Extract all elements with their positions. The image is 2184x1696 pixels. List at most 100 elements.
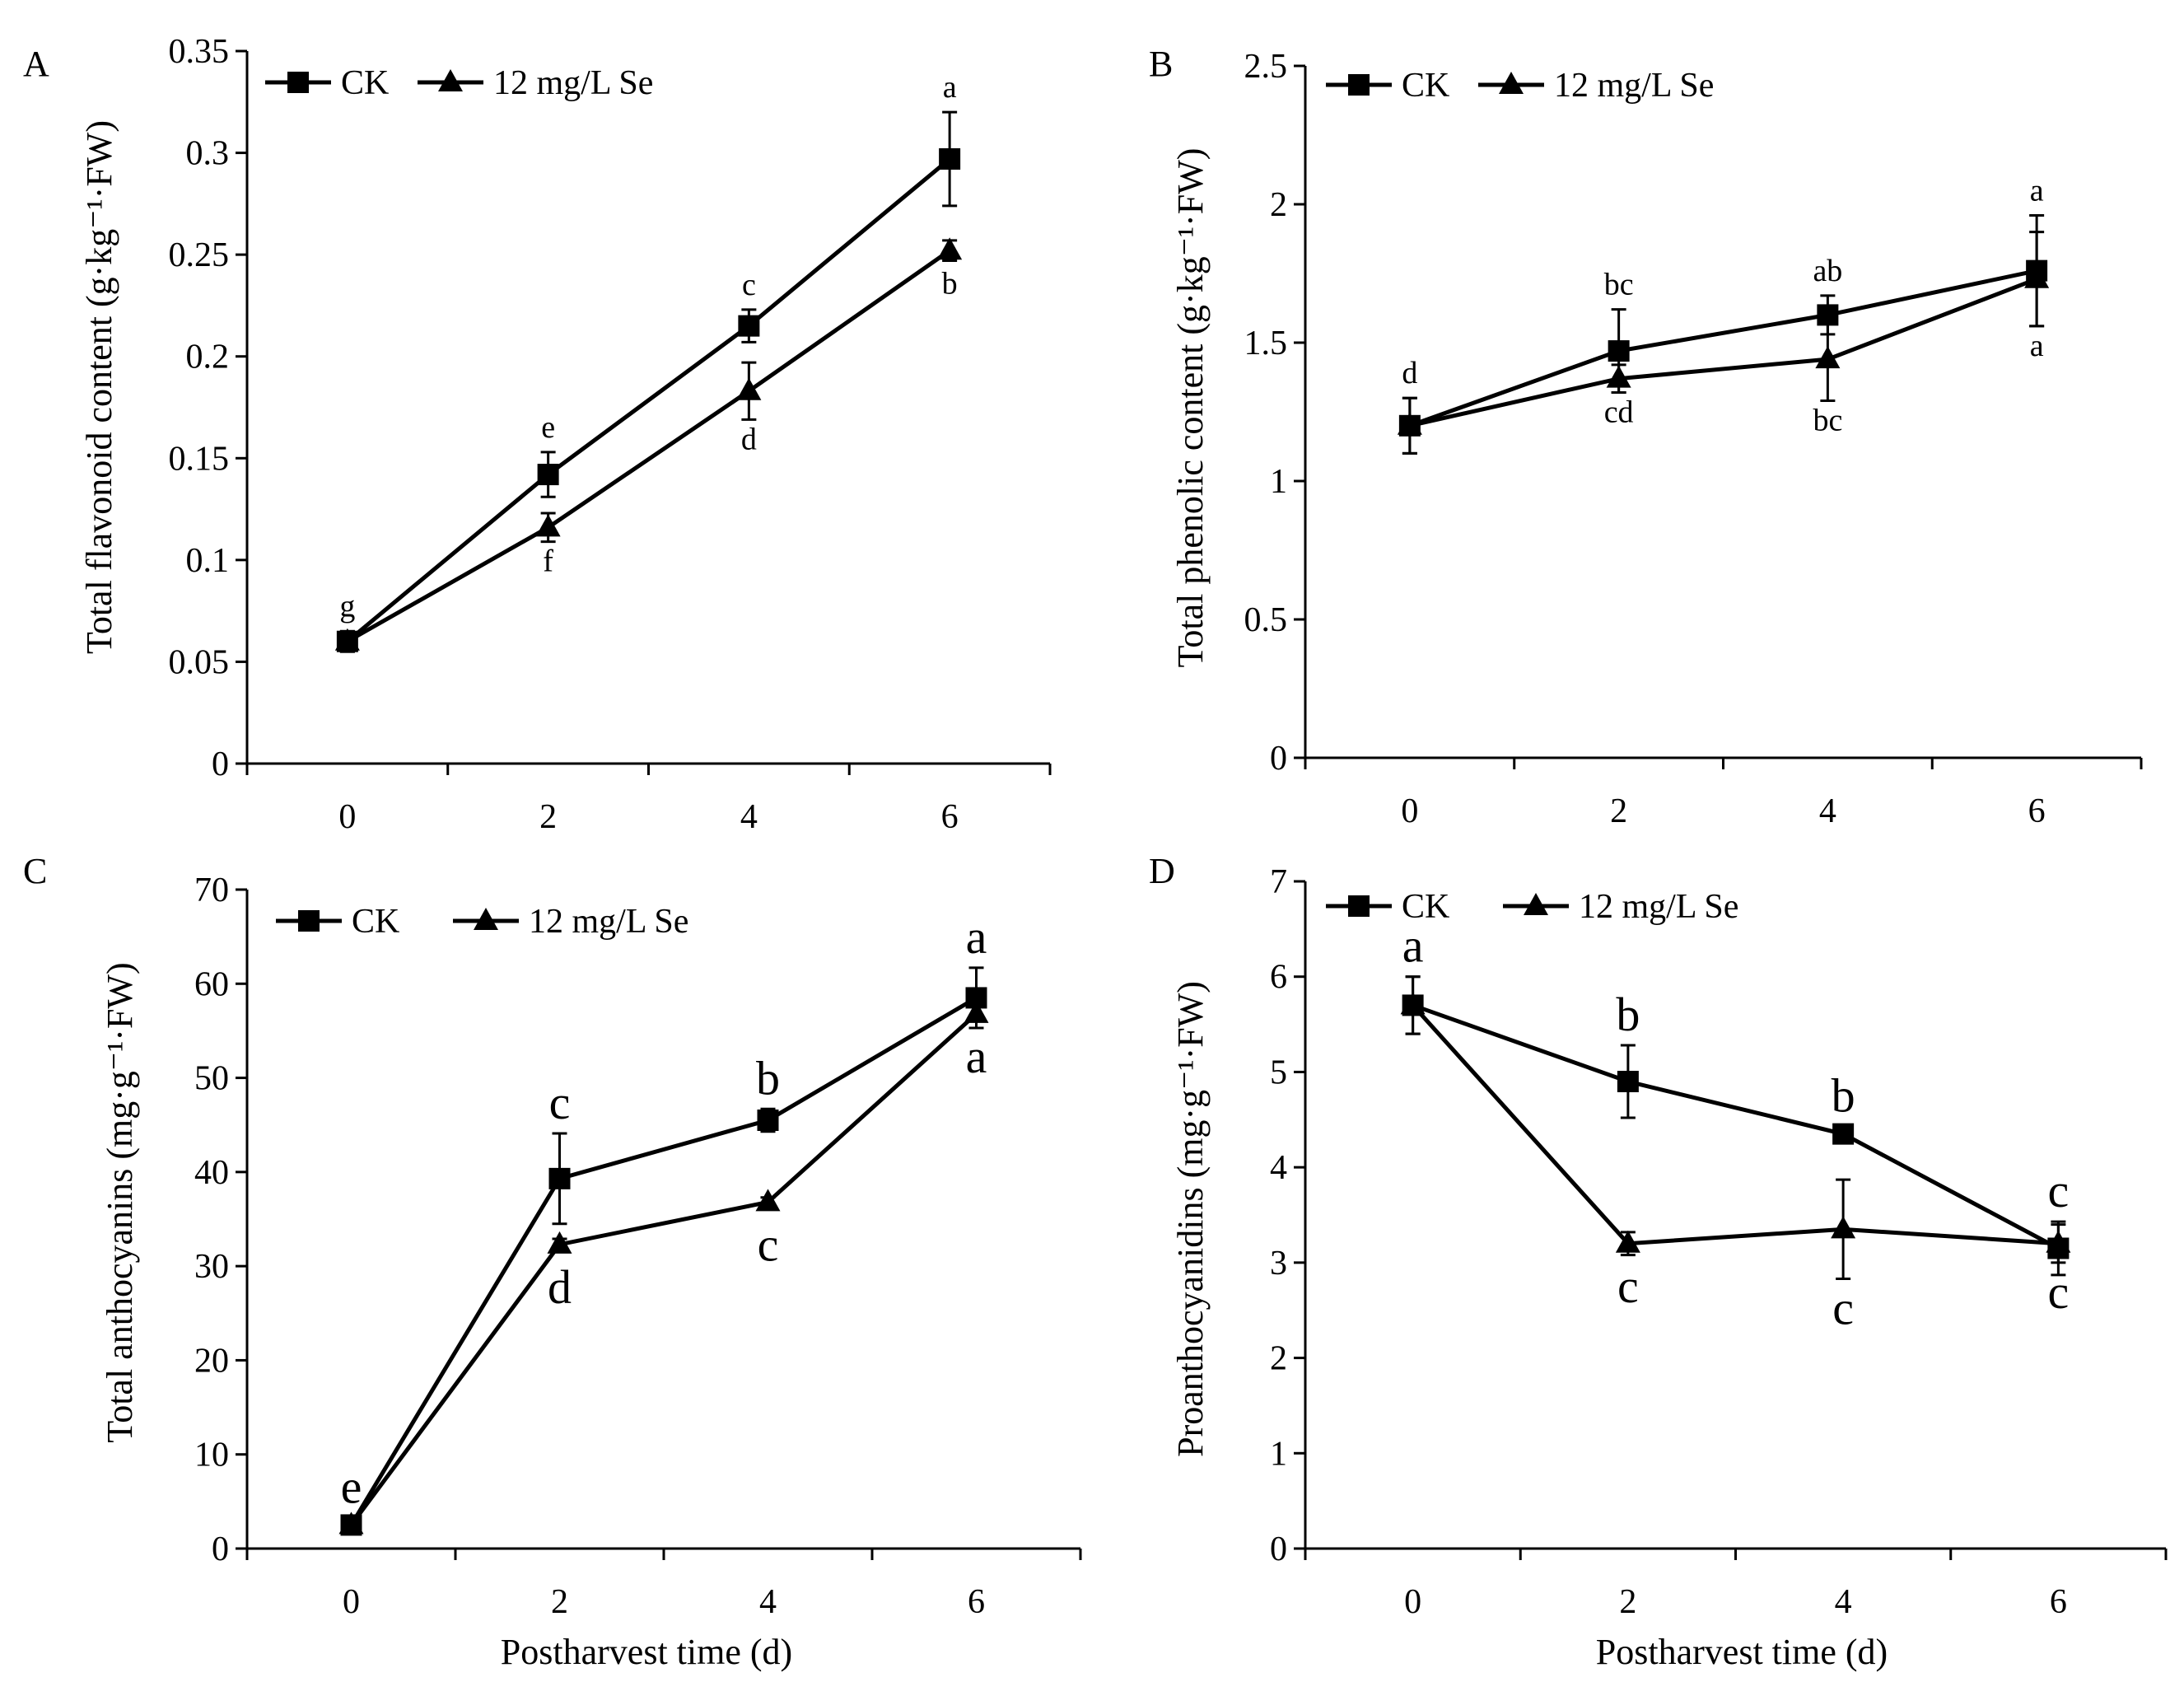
panel-a-x-tick-label: 4 xyxy=(740,798,758,836)
panel-a-ck-significance-letter: g xyxy=(339,589,355,624)
panel-c-se-point xyxy=(338,1511,364,1535)
panel-a-ck-significance-letter: e xyxy=(541,410,555,445)
panel-d-legend: CK 12 mg/L Se xyxy=(1326,888,1738,926)
panel-a-se-significance-letter: b xyxy=(942,266,958,301)
panel-b-legend: CK 12 mg/L Se xyxy=(1326,67,1714,105)
panel-d-se-point xyxy=(1615,1230,1640,1253)
panel-c-x-tick-label: 4 xyxy=(759,1583,777,1621)
panel-d-y-tick-label: 2 xyxy=(1270,1340,1287,1378)
panel-a-se-significance-letter: d xyxy=(741,422,757,456)
panel-c-y-tick-label: 20 xyxy=(194,1342,229,1380)
panel-c-y-axis-label: Total anthocyanins (mg·g⁻¹·FW) xyxy=(100,962,140,1442)
panel-a-legend-se-label: 12 mg/L Se xyxy=(493,64,653,102)
panel-c-ck-significance-letter: b xyxy=(756,1051,780,1105)
panel-a-legend-se-marker xyxy=(438,69,463,91)
panel-c-x-tick-label: 6 xyxy=(968,1583,985,1621)
panel-c-x-tick-label: 2 xyxy=(551,1583,568,1621)
panel-c-legend-ck-label: CK xyxy=(352,903,399,941)
panel-a-se-point xyxy=(334,628,360,651)
panel-d-ck-significance-letter: b xyxy=(1616,988,1640,1041)
panel-a-ck-point xyxy=(939,147,961,170)
panel-c-legend: CK 12 mg/L Se xyxy=(276,903,688,941)
panel-b-letter: B xyxy=(1149,44,1173,84)
panel-d-x-tick-label: 0 xyxy=(1404,1583,1421,1621)
panel-a-y-tick-label: 0 xyxy=(212,745,229,783)
panel-b-y-tick-label: 2 xyxy=(1270,186,1287,224)
panel-c-y-tick-label: 0 xyxy=(212,1530,229,1568)
panel-b-se-significance-letter: cd xyxy=(1604,395,1634,430)
panel-c-se-significance-letter: d xyxy=(548,1260,572,1314)
panel-d-y-tick-label: 3 xyxy=(1270,1245,1287,1283)
panel-c-y-tick-label: 30 xyxy=(194,1248,229,1286)
panel-d-y-tick-label: 7 xyxy=(1270,863,1287,901)
panel-a-y-tick-label: 0.1 xyxy=(186,542,230,580)
panel-c: C Total anthocyanins (mg·g⁻¹·FW) Posthar… xyxy=(23,851,1082,1672)
panel-a-se-line xyxy=(346,249,951,643)
panel-b-y-axis-label: Total phenolic content (g·kg⁻¹·FW) xyxy=(1170,148,1211,668)
panel-d-x-tick-label: 2 xyxy=(1619,1583,1636,1621)
panel-c-plot: 0 10 20 30 40 50 60 70 0 2 4 6 e c b a d c a CK 12 mg/L Se xyxy=(194,871,1082,1621)
panel-c-x-axis-label: Postharvest time (d) xyxy=(501,1632,792,1672)
panel-c-y-tick-label: 40 xyxy=(194,1154,229,1192)
panel-b-y-tick-label: 0 xyxy=(1270,740,1287,778)
panel-c-ck-significance-letter: e xyxy=(341,1460,362,1513)
panel-b-legend-ck-label: CK xyxy=(1402,67,1449,105)
panel-b-ck-line xyxy=(1409,269,2037,428)
panel-c-y-tick-label: 70 xyxy=(194,871,229,909)
panel-b-legend-ck-marker xyxy=(1348,74,1370,96)
panel-d: D Proanthocyanidins (mg·g⁻¹·FW) Postharv… xyxy=(1149,851,2168,1672)
panel-a-letter: A xyxy=(23,44,49,84)
panel-a-y-tick-label: 0.2 xyxy=(186,339,230,376)
panel-d-ck-significance-letter: a xyxy=(1402,919,1424,973)
panel-a-se-significance-letter: f xyxy=(543,544,553,579)
panel-b-legend-se-marker xyxy=(1499,72,1524,94)
panel-d-se-point xyxy=(1400,992,1426,1015)
panel-b-ck-significance-letter: d xyxy=(1402,356,1417,390)
panel-c-legend-ck-marker xyxy=(298,910,320,932)
panel-d-se-significance-letter: c xyxy=(1617,1259,1639,1313)
panel-a-y-tick-label: 0.3 xyxy=(186,135,230,173)
panel-d-legend-se-marker xyxy=(1524,893,1548,915)
panel-b-x-tick-label: 4 xyxy=(1819,792,1836,830)
panel-c-ck-point xyxy=(548,1167,571,1189)
panel-d-legend-ck-marker xyxy=(1348,895,1370,917)
panel-d-y-tick-label: 5 xyxy=(1270,1054,1287,1091)
panel-d-y-tick-label: 6 xyxy=(1270,959,1287,997)
panel-d-legend-ck-label: CK xyxy=(1402,888,1449,926)
panel-d-letter: D xyxy=(1149,851,1175,891)
panel-c-se-point xyxy=(755,1189,781,1212)
panel-c-legend-se-label: 12 mg/L Se xyxy=(529,903,688,941)
panel-d-se-line xyxy=(1411,1003,2059,1246)
panel-b-legend-se-label: 12 mg/L Se xyxy=(1554,67,1714,105)
panel-a-x-tick-label: 6 xyxy=(941,798,959,836)
panel-d-x-tick-label: 6 xyxy=(2050,1583,2067,1621)
panel-b-se-point xyxy=(1397,412,1422,435)
panel-d-ck-significance-letter: c xyxy=(2048,1164,2070,1217)
panel-d-se-significance-letter: c xyxy=(2048,1265,2070,1319)
panel-a-ck-point xyxy=(537,464,559,486)
panel-b-se-point xyxy=(2024,265,2050,288)
panel-d-y-tick-label: 4 xyxy=(1270,1149,1287,1187)
panel-d-ck-point xyxy=(1617,1071,1639,1092)
panel-d-y-tick-label: 0 xyxy=(1270,1530,1287,1568)
panel-c-y-tick-label: 50 xyxy=(194,1060,229,1098)
panel-c-x-tick-label: 0 xyxy=(343,1583,360,1621)
panel-a-ck-point xyxy=(738,315,760,337)
panel-c-ck-significance-letter: c xyxy=(549,1076,571,1129)
panel-b: B Total phenolic content (g·kg⁻¹·FW) 0 0.… xyxy=(1149,44,2143,830)
panel-a-se-point xyxy=(937,237,963,260)
panel-b-ck-significance-letter: a xyxy=(2030,173,2044,208)
panel-b-se-significance-letter: bc xyxy=(1813,404,1842,438)
panel-c-ck-point xyxy=(757,1110,779,1131)
panel-d-ck-line xyxy=(1412,1003,2060,1250)
panel-a-plot: 0 0.05 0.1 0.15 0.2 0.25 0.3 0.35 0 2 4 6 g e c a f d b CK 1… xyxy=(169,33,1052,836)
panel-d-y-tick-label: 1 xyxy=(1270,1435,1287,1473)
panel-d-se-point xyxy=(2046,1230,2071,1253)
panel-c-se-significance-letter: c xyxy=(758,1218,779,1272)
panel-d-x-axis-label: Postharvest time (d) xyxy=(1596,1632,1888,1672)
panel-d-ck-significance-letter: b xyxy=(1832,1068,1855,1122)
panel-b-se-point xyxy=(1606,365,1631,388)
panel-a-y-axis-label: Total flavonoid content (g·kg⁻¹·FW) xyxy=(79,120,119,654)
